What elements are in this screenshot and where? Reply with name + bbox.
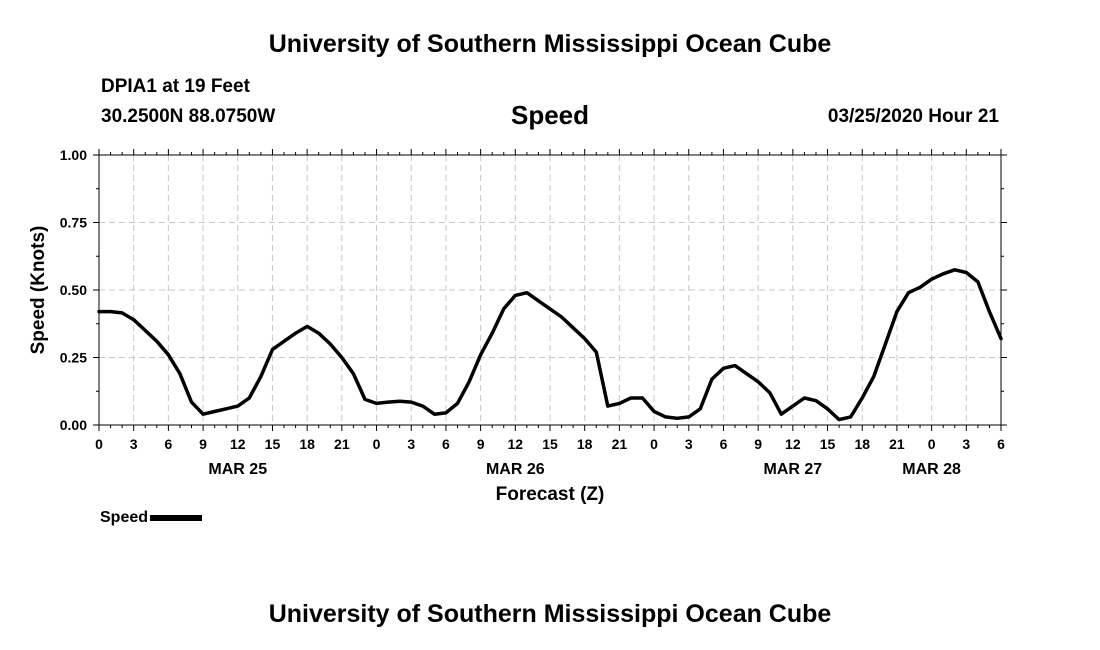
x-tick-label: 6 xyxy=(164,436,172,452)
x-tick-label: 9 xyxy=(754,436,762,452)
date-label: MAR 28 xyxy=(902,461,961,478)
x-tick-label: 12 xyxy=(508,436,524,452)
x-tick-label: 6 xyxy=(720,436,728,452)
footer-title: University of Southern Mississippi Ocean… xyxy=(268,600,832,628)
x-tick-label: 3 xyxy=(130,436,138,452)
y-tick-label: 0.75 xyxy=(60,215,87,231)
date-label: MAR 25 xyxy=(208,461,267,478)
axis-ticks xyxy=(93,149,1007,431)
station-label: DPIA1 at 19 Feet xyxy=(101,76,250,97)
x-tick-label: 15 xyxy=(265,436,281,452)
x-tick-label: 15 xyxy=(542,436,558,452)
x-tick-label: 21 xyxy=(334,436,350,452)
x-tick-label: 6 xyxy=(997,436,1005,452)
x-tick-label: 0 xyxy=(373,436,381,452)
x-tick-label: 3 xyxy=(407,436,415,452)
series-layer xyxy=(97,268,1003,422)
coordinates-label: 30.2500N 88.0750W xyxy=(101,106,276,127)
y-tick-label: 0.00 xyxy=(60,417,87,433)
x-tick-label: 12 xyxy=(785,436,801,452)
x-tick-label: 3 xyxy=(962,436,970,452)
x-tick-label: 15 xyxy=(820,436,836,452)
x-tick-label: 3 xyxy=(685,436,693,452)
x-tick-label: 0 xyxy=(928,436,936,452)
date-label: MAR 26 xyxy=(486,461,545,478)
x-tick-label: 18 xyxy=(577,436,593,452)
y-tick-label: 0.25 xyxy=(60,350,87,366)
x-tick-label: 21 xyxy=(889,436,905,452)
x-tick-label: 9 xyxy=(477,436,485,452)
x-tick-label: 6 xyxy=(442,436,450,452)
x-tick-label: 9 xyxy=(199,436,207,452)
x-tick-label: 18 xyxy=(854,436,870,452)
legend-swatch xyxy=(150,514,203,521)
series-line-speed xyxy=(97,268,1003,422)
axis-labels: 0.00 0.25 0.50 0.75 1.00 0 3 6 9 12 15 18 21 0 3 6 9 12 15… xyxy=(60,147,1005,478)
x-axis-title: Forecast (Z) xyxy=(496,484,605,505)
y-tick-label: 0.50 xyxy=(60,282,87,298)
date-label: MAR 27 xyxy=(764,461,823,478)
legend: Speed xyxy=(100,509,203,527)
plot-title: Speed xyxy=(510,100,590,130)
x-tick-label: 21 xyxy=(612,436,628,452)
x-tick-label: 0 xyxy=(650,436,658,452)
y-tick-label: 1.00 xyxy=(60,147,87,163)
legend-label: Speed xyxy=(100,509,149,526)
forecast-timestamp: 03/25/2020 Hour 21 xyxy=(827,106,999,127)
x-tick-label: 12 xyxy=(230,436,246,452)
page-title: University of Southern Mississippi Ocean… xyxy=(268,30,832,58)
grid-lines xyxy=(99,155,1001,425)
y-axis-title: Speed (Knots) xyxy=(28,226,49,355)
x-tick-label: 18 xyxy=(299,436,315,452)
x-tick-label: 0 xyxy=(95,436,103,452)
